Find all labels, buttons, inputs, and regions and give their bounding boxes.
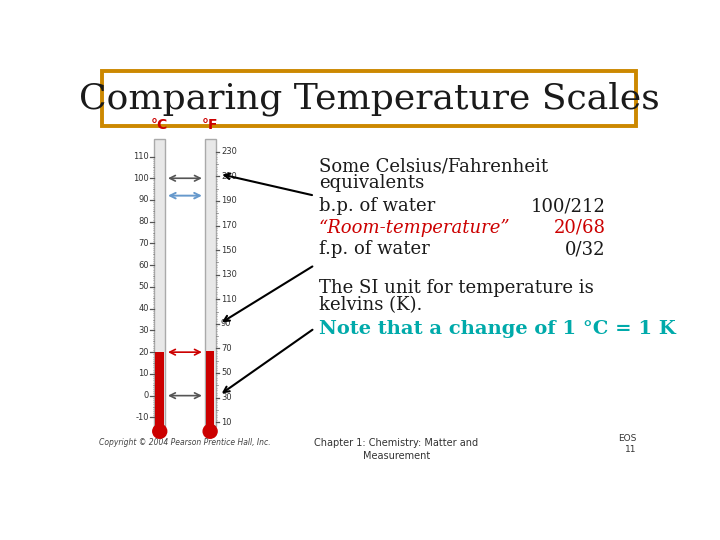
Text: -10: -10: [135, 413, 149, 422]
Text: 0/32: 0/32: [565, 240, 606, 258]
Circle shape: [203, 424, 217, 438]
Text: f.p. of water: f.p. of water: [319, 240, 429, 258]
Text: 90: 90: [221, 319, 231, 328]
Text: 50: 50: [221, 368, 231, 377]
Text: 190: 190: [221, 197, 237, 205]
Text: 110: 110: [221, 295, 237, 303]
Text: equivalents: equivalents: [319, 174, 424, 192]
Text: 110: 110: [133, 152, 149, 161]
Text: 40: 40: [138, 304, 149, 313]
Text: Some Celsius/Fahrenheit: Some Celsius/Fahrenheit: [319, 157, 548, 175]
Text: 60: 60: [138, 261, 149, 269]
Text: kelvins (K).: kelvins (K).: [319, 296, 422, 314]
Text: °F: °F: [202, 118, 218, 132]
Text: 230: 230: [221, 147, 237, 156]
Bar: [206, 351, 215, 426]
Bar: [154, 139, 165, 426]
Text: 90: 90: [138, 195, 149, 205]
Text: 170: 170: [221, 221, 237, 230]
Bar: [102, 71, 636, 126]
Text: 70: 70: [138, 239, 149, 248]
Text: 10: 10: [138, 369, 149, 379]
Text: 30: 30: [221, 393, 232, 402]
Text: 80: 80: [138, 217, 149, 226]
Bar: [204, 139, 215, 426]
Text: 50: 50: [138, 282, 149, 292]
Text: Comparing Temperature Scales: Comparing Temperature Scales: [78, 82, 660, 116]
Text: 10: 10: [221, 417, 231, 427]
Text: 20/68: 20/68: [554, 219, 606, 237]
Text: 150: 150: [221, 246, 237, 254]
Text: “Room-temperature”: “Room-temperature”: [319, 219, 510, 237]
Text: 30: 30: [138, 326, 149, 335]
Text: 210: 210: [221, 172, 237, 181]
Text: Note that a change of 1 °C = 1 K: Note that a change of 1 °C = 1 K: [319, 320, 675, 339]
Bar: [156, 352, 164, 426]
Text: °C: °C: [151, 118, 168, 132]
Text: 100/212: 100/212: [531, 197, 606, 215]
Text: 70: 70: [221, 344, 232, 353]
Text: 130: 130: [221, 270, 237, 279]
Text: The SI unit for temperature is: The SI unit for temperature is: [319, 279, 593, 297]
Text: EOS
11: EOS 11: [618, 434, 636, 454]
Text: Chapter 1: Chemistry: Matter and
Measurement: Chapter 1: Chemistry: Matter and Measure…: [314, 438, 478, 461]
Circle shape: [153, 424, 167, 438]
Text: 100: 100: [133, 174, 149, 183]
Text: Copyright © 2004 Pearson Prentice Hall, Inc.: Copyright © 2004 Pearson Prentice Hall, …: [99, 438, 271, 447]
Text: b.p. of water: b.p. of water: [319, 197, 435, 215]
Text: 0: 0: [144, 391, 149, 400]
Text: 20: 20: [138, 348, 149, 356]
